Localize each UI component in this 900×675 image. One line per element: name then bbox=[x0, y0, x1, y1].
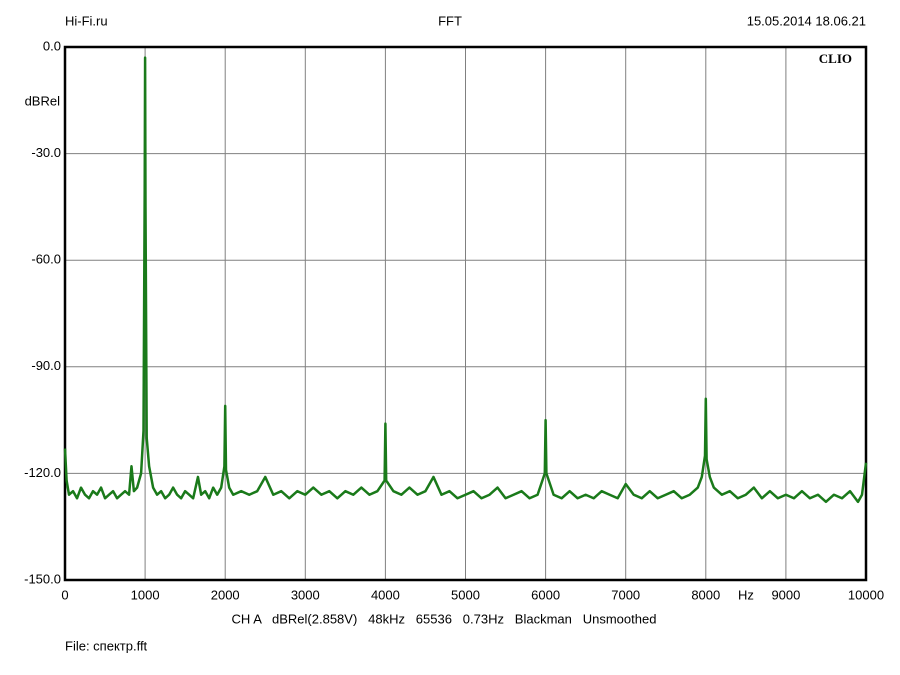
x-tick-label: 5000 bbox=[451, 587, 480, 602]
footer: CH A dBRel(2.858V) 48kHz 65536 0.73Hz Bl… bbox=[232, 611, 657, 626]
x-tick-label: 1000 bbox=[131, 587, 160, 602]
x-tick-label: 10000 bbox=[848, 587, 884, 602]
x-tick-label: 0 bbox=[61, 587, 68, 602]
x-tick-label: 8000 bbox=[691, 587, 720, 602]
x-axis-label: Hz bbox=[738, 587, 754, 602]
x-tick-label: 4000 bbox=[371, 587, 400, 602]
y-axis-label: dBRel bbox=[25, 93, 61, 108]
y-tick-label: 0.0 bbox=[43, 38, 61, 53]
header-right: 15.05.2014 18.06.21 bbox=[747, 13, 866, 28]
x-tick-label: 7000 bbox=[611, 587, 640, 602]
x-tick-label: 3000 bbox=[291, 587, 320, 602]
plot-frame bbox=[63, 45, 868, 582]
y-tick-label: -120.0 bbox=[24, 465, 61, 480]
y-tick-label: -60.0 bbox=[31, 252, 61, 267]
chart-title: FFT bbox=[438, 13, 462, 28]
y-tick-label: -90.0 bbox=[31, 358, 61, 373]
header-left: Hi-Fi.ru bbox=[65, 13, 108, 28]
y-tick-label: -30.0 bbox=[31, 145, 61, 160]
x-tick-label: 2000 bbox=[211, 587, 240, 602]
y-tick-label: -150.0 bbox=[24, 571, 61, 586]
x-tick-label: 9000 bbox=[771, 587, 800, 602]
file-name: File: спектр.fft bbox=[65, 638, 148, 653]
brand: CLIO bbox=[819, 51, 852, 66]
spectrum-line bbox=[63, 56, 868, 504]
x-tick-label: 6000 bbox=[531, 587, 560, 602]
